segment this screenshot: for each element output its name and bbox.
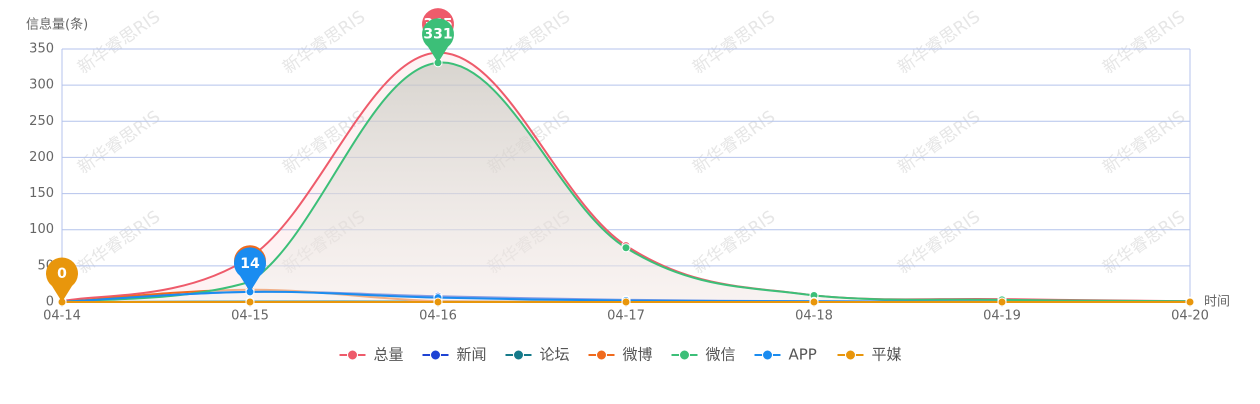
- point: [621, 297, 631, 307]
- legend-swatch: [679, 349, 690, 361]
- watermark: 新华睿思RIS: [894, 207, 984, 278]
- watermark: 新华睿思RIS: [689, 207, 779, 278]
- y-tick-label: 100: [29, 222, 54, 237]
- watermark: 新华睿思RIS: [484, 7, 574, 78]
- point: [433, 297, 443, 307]
- y-tick-label: 150: [29, 186, 54, 201]
- watermark: 新华睿思RIS: [1099, 107, 1189, 178]
- x-tick-label: 04-15: [231, 309, 269, 324]
- point: [809, 297, 819, 307]
- y-tick-label: 0: [46, 295, 54, 310]
- area: [62, 62, 1190, 302]
- watermark: 新华睿思RIS: [74, 107, 164, 178]
- point: [1185, 297, 1195, 307]
- x-axis-title: 时间: [1204, 295, 1230, 310]
- legend-label: 微信: [706, 346, 736, 364]
- x-tick-label: 04-19: [983, 309, 1021, 324]
- max-pin: [46, 257, 78, 302]
- watermark: 新华睿思RIS: [74, 207, 164, 278]
- max-pin-label: 14: [240, 256, 260, 272]
- x-tick-label: 04-14: [43, 309, 81, 324]
- watermark: 新华睿思RIS: [894, 7, 984, 78]
- legend-label: 微博: [623, 346, 653, 364]
- legend-label: 总量: [374, 346, 404, 364]
- legend-swatch: [596, 349, 607, 361]
- legend-label: 平媒: [872, 346, 902, 364]
- max-pin: [233, 247, 266, 292]
- x-tick-label: 04-20: [1171, 309, 1209, 324]
- y-tick-label: 300: [29, 78, 54, 93]
- point: [997, 297, 1007, 307]
- point: [621, 243, 631, 253]
- x-tick-label: 04-17: [607, 309, 645, 324]
- watermark: 新华睿思RIS: [689, 7, 779, 78]
- legend-label: 论坛: [540, 346, 570, 364]
- legend-swatch: [845, 349, 856, 361]
- watermark: 新华睿思RIS: [689, 107, 779, 178]
- y-tick-label: 250: [29, 114, 54, 129]
- legend-swatch: [513, 349, 524, 361]
- legend-swatch: [347, 349, 358, 361]
- watermark: 新华睿思RIS: [1099, 207, 1189, 278]
- x-tick-label: 04-16: [419, 309, 457, 324]
- max-pin: [422, 18, 454, 63]
- max-pin-label: 331: [423, 27, 452, 43]
- y-tick-label: 200: [29, 150, 54, 165]
- legend-swatch: [430, 349, 441, 361]
- point: [245, 297, 255, 307]
- y-tick-label: 350: [29, 42, 54, 57]
- watermark: 新华睿思RIS: [894, 107, 984, 178]
- watermark: 新华睿思RIS: [279, 7, 369, 78]
- legend-label: 新闻: [457, 346, 487, 364]
- legend-swatch: [762, 349, 773, 361]
- watermark: 新华睿思RIS: [1099, 7, 1189, 78]
- legend-label: APP: [789, 346, 817, 364]
- y-axis-title: 信息量(条): [26, 17, 88, 33]
- max-pin-label: 0: [57, 266, 67, 282]
- x-tick-label: 04-18: [795, 309, 833, 324]
